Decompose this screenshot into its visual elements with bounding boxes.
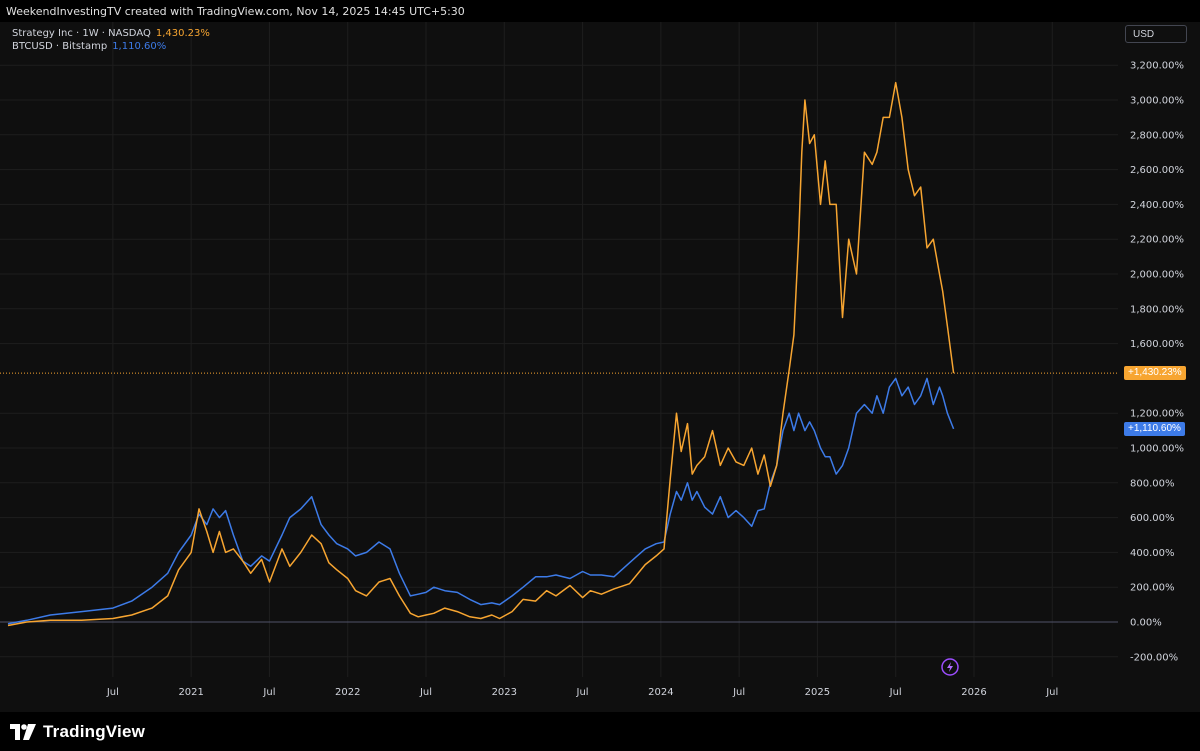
y-tick-label: -200.00% [1130, 652, 1178, 663]
y-tick-label: 3,200.00% [1130, 61, 1184, 72]
legend-value-mstr: 1,430.23% [155, 28, 210, 39]
tradingview-brand: TradingView [43, 722, 146, 741]
x-tick-label: 2026 [961, 687, 986, 698]
chart-canvas[interactable]: 3,200.00% 3,000.00% 2,800.00% 2,600.00% 2,40… [0, 22, 1200, 712]
y-tick-label: 1,600.00% [1130, 339, 1184, 350]
tradingview-logo[interactable]: TradingView [10, 721, 145, 743]
x-tick-label: 2023 [492, 687, 517, 698]
series-layer [7, 81, 955, 627]
y-tick-label: 1,000.00% [1130, 444, 1184, 455]
x-tick-label: Jul [1045, 687, 1058, 698]
y-tick-label: 2,800.00% [1130, 130, 1184, 141]
x-tick-label: 2021 [178, 687, 203, 698]
x-tick-label: 2025 [805, 687, 830, 698]
x-tick-label: Jul [889, 687, 902, 698]
y-tick-label: 2,600.00% [1130, 165, 1184, 176]
x-tick-label: 2024 [648, 687, 673, 698]
grid-layer [0, 22, 1118, 677]
y-tick-label: 1,200.00% [1130, 409, 1184, 420]
y-tick-label: 200.00% [1130, 583, 1175, 594]
price-tag-btc: +1,110.60% [1124, 421, 1185, 436]
x-tick-label: Jul [419, 687, 432, 698]
legend-series-btc[interactable]: BTCUSD · Bitstamp 1,110.60% [12, 41, 166, 52]
series-line-btc [7, 377, 955, 625]
x-tick-label: Jul [106, 687, 119, 698]
chart-area[interactable]: 3,200.00% 3,000.00% 2,800.00% 2,600.00% 2,40… [0, 22, 1200, 712]
legend-label-btc: BTCUSD · Bitstamp [12, 41, 108, 52]
currency-selector[interactable]: USD [1125, 25, 1187, 43]
y-tick-label: 600.00% [1130, 513, 1175, 524]
legend-series-mstr[interactable]: Strategy Inc · 1W · NASDAQ 1,430.23% [12, 28, 210, 39]
series-line-mstr [7, 81, 955, 627]
y-tick-label: 0.00% [1130, 618, 1162, 629]
x-axis[interactable]: Jul 2021 Jul 2022 Jul 2023 Jul 2024 Jul 2025 Jul 20… [106, 687, 1058, 698]
footer: TradingView [0, 712, 1200, 751]
tradingview-icon [10, 724, 36, 740]
x-tick-label: Jul [262, 687, 275, 698]
y-tick-label: 2,200.00% [1130, 235, 1184, 246]
legend-value-btc: 1,110.60% [112, 41, 167, 52]
y-tick-label: 800.00% [1130, 478, 1175, 489]
price-tag-mstr: +1,430.23% [1124, 366, 1186, 381]
y-tick-label: 1,800.00% [1130, 304, 1184, 315]
x-tick-label: Jul [576, 687, 589, 698]
y-tick-label: 2,400.00% [1130, 200, 1184, 211]
attribution-bar: WeekendInvestingTV created with TradingV… [0, 0, 1200, 22]
attribution-text: WeekendInvestingTV created with TradingV… [6, 5, 465, 18]
legend-label-mstr: Strategy Inc · 1W · NASDAQ [12, 28, 151, 39]
y-axis[interactable]: 3,200.00% 3,000.00% 2,800.00% 2,600.00% 2,40… [1130, 61, 1184, 664]
y-tick-label: 400.00% [1130, 548, 1175, 559]
y-tick-label: 2,000.00% [1130, 270, 1184, 281]
x-tick-label: Jul [732, 687, 745, 698]
x-tick-label: 2022 [335, 687, 360, 698]
y-tick-label: 3,000.00% [1130, 96, 1184, 107]
lightning-icon[interactable] [941, 658, 959, 676]
